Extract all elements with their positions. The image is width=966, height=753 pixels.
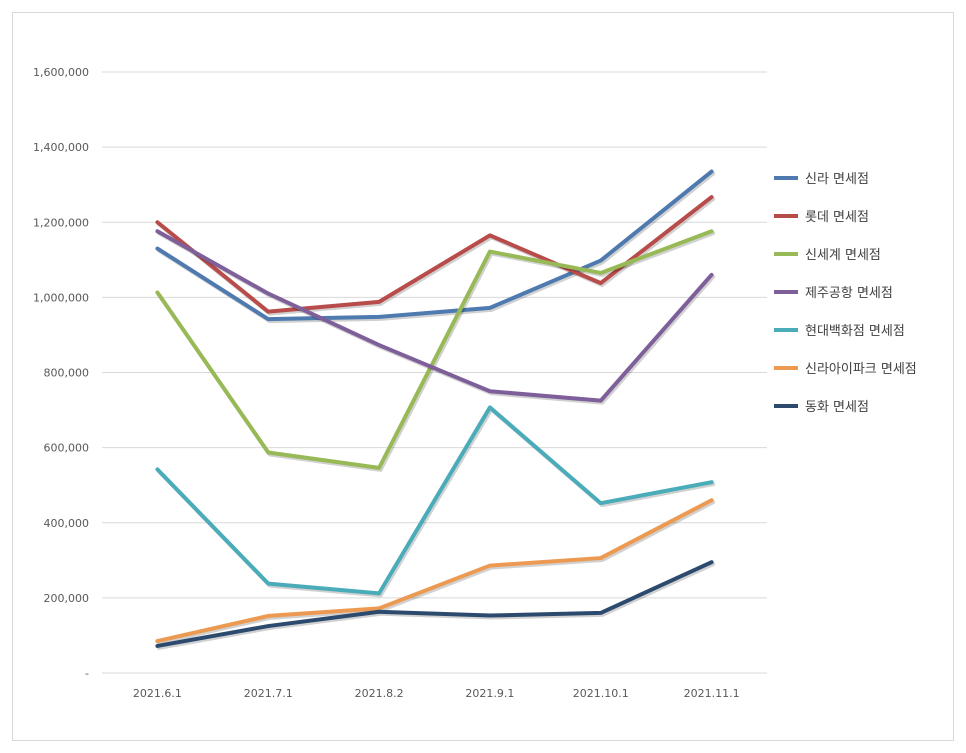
legend-label: 동화 면세점 bbox=[805, 400, 869, 415]
legend-item: 제주공항 면세점 bbox=[774, 286, 893, 301]
y-tick-label: 200,000 bbox=[44, 592, 90, 605]
legend-label: 롯데 면세점 bbox=[805, 210, 869, 225]
series-line-4 bbox=[155, 229, 714, 403]
series-line-5 bbox=[155, 405, 714, 596]
legend-label: 현대백화점 면세점 bbox=[805, 324, 905, 339]
x-tick-label: 2021.10.1 bbox=[573, 687, 629, 700]
series-line-shadow bbox=[156, 171, 716, 324]
series-line-7 bbox=[155, 560, 714, 648]
y-tick-label: 1,200,000 bbox=[33, 216, 89, 229]
series-line-1 bbox=[155, 169, 714, 322]
y-tick-label: - bbox=[85, 667, 89, 680]
legend-label: 신라 면세점 bbox=[805, 172, 869, 187]
legend-item: 신세계 면세점 bbox=[774, 248, 881, 263]
series-line-shadow bbox=[156, 562, 716, 650]
y-tick-label: 400,000 bbox=[44, 517, 90, 530]
series-line-3 bbox=[155, 229, 714, 470]
legend-item: 신라아이파크 면세점 bbox=[774, 362, 917, 377]
y-tick-label: 1,000,000 bbox=[33, 291, 89, 304]
legend-item: 현대백화점 면세점 bbox=[774, 324, 905, 339]
gridlines bbox=[102, 71, 767, 674]
legend-item: 롯데 면세점 bbox=[774, 210, 869, 225]
series-line-2 bbox=[155, 195, 714, 314]
series-line-shadow bbox=[156, 500, 716, 646]
series-lines bbox=[155, 169, 716, 650]
legend-label: 신세계 면세점 bbox=[805, 248, 881, 263]
chart-frame bbox=[12, 12, 954, 741]
y-tick-label: 1,600,000 bbox=[33, 66, 89, 79]
x-tick-label: 2021.9.1 bbox=[465, 687, 514, 700]
series-line-6 bbox=[155, 498, 714, 644]
y-tick-label: 600,000 bbox=[44, 442, 90, 455]
y-axis-ticks: - 200,000 400,000 600,000 800,000 1,000,000 1,… bbox=[33, 66, 89, 680]
x-axis-ticks: 2021.6.1 2021.7.1 2021.8.2 2021.9.1 2021.10.… bbox=[133, 687, 740, 700]
series-line-shadow bbox=[156, 197, 716, 316]
legend-label: 신라아이파크 면세점 bbox=[805, 362, 917, 377]
x-tick-label: 2021.6.1 bbox=[133, 687, 182, 700]
legend-item: 신라 면세점 bbox=[774, 172, 869, 187]
y-tick-label: 1,400,000 bbox=[33, 141, 89, 154]
legend-item: 동화 면세점 bbox=[774, 400, 869, 415]
legend-label: 제주공항 면세점 bbox=[805, 286, 893, 301]
x-tick-label: 2021.8.2 bbox=[355, 687, 404, 700]
x-tick-label: 2021.11.1 bbox=[684, 687, 740, 700]
x-tick-label: 2021.7.1 bbox=[244, 687, 293, 700]
series-line-shadow bbox=[156, 407, 716, 598]
y-tick-label: 800,000 bbox=[44, 367, 90, 380]
